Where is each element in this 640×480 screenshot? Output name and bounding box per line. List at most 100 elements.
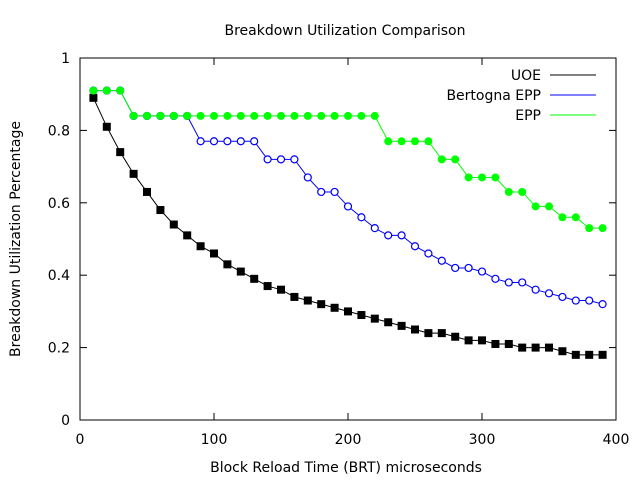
data-point [303,296,312,305]
data-point [464,173,473,182]
data-point [89,86,98,95]
data-point [518,343,527,352]
data-point [504,278,513,287]
data-point [344,111,352,120]
data-point [263,282,272,291]
data-point [196,242,205,251]
data-point [397,231,406,240]
data-point [129,169,138,178]
legend-label: UOE [511,68,541,84]
series-uoe [89,93,607,359]
data-point [411,325,419,334]
data-point [343,202,353,211]
data-point [424,249,433,258]
series-epp [89,86,607,233]
data-point [571,296,580,305]
data-point [143,187,151,196]
data-point [477,267,487,276]
data-point [411,137,419,146]
data-point [397,137,406,146]
data-point [585,224,594,233]
data-point [290,292,299,301]
data-point [250,137,259,146]
x-tick-label: 100 [201,432,228,448]
data-point [156,111,165,120]
y-axis-label: Breakdown Utilization Percentage [8,121,24,357]
data-point [571,213,580,222]
legend-label: EPP [515,108,541,124]
data-point [89,93,98,102]
data-point [276,155,286,164]
y-tick-label: 0.4 [48,268,70,284]
x-tick-label: 0 [76,432,85,448]
data-point [518,278,527,287]
data-point [183,231,192,240]
data-point [209,137,219,146]
data-point [236,111,245,120]
data-point [143,111,151,120]
data-point [424,329,433,338]
data-point [223,260,232,269]
series-line [92,97,603,356]
data-point [277,285,285,294]
axis-ticks: 0 100 200 300 400 0 0.2 0.4 0.6 0.8 1 [48,51,630,448]
data-point [504,339,513,348]
series-layer [89,86,607,359]
data-point [169,220,178,229]
data-point [223,137,232,146]
data-point [357,213,366,222]
x-tick-label: 400 [603,432,630,448]
data-point [370,314,379,323]
data-point [223,111,232,120]
legend: UOE Bertogna EPP EPP [446,68,596,124]
data-point [451,155,460,164]
data-point [585,296,594,305]
data-point [478,336,486,345]
data-point [464,263,473,273]
data-point [545,202,553,211]
x-axis-label: Block Reload Time (BRT) microseconds [210,460,482,476]
data-point [344,307,352,316]
y-tick-label: 0.6 [48,196,70,212]
data-point [585,350,594,359]
data-point [531,285,540,294]
data-point [558,347,567,356]
data-point [317,300,326,309]
data-point [384,137,393,146]
data-point [437,155,446,164]
data-point [437,256,446,265]
data-point [129,111,138,120]
data-point [330,303,339,312]
data-point [451,332,460,341]
y-tick-label: 0.2 [48,341,70,357]
x-tick-label: 300 [469,432,496,448]
data-point [544,289,554,298]
data-point [236,137,245,146]
data-point [169,111,178,120]
data-point [478,173,486,182]
data-point [410,242,420,251]
data-point [384,231,393,240]
legend-label: Bertogna EPP [446,88,541,104]
data-point [102,86,111,95]
data-point [558,213,567,222]
data-point [236,267,245,276]
data-point [210,249,218,258]
y-tick-label: 1 [61,51,70,67]
data-point [598,300,607,309]
data-point [491,339,500,348]
data-point [518,187,527,196]
data-point [317,111,326,120]
data-point [303,173,312,182]
data-point [156,206,165,215]
data-point [263,111,272,120]
data-point [491,173,500,182]
data-point [210,111,218,120]
data-point [464,336,473,345]
data-point [504,187,513,196]
y-tick-label: 0.8 [48,123,70,139]
data-point [437,329,446,338]
data-point [102,122,111,131]
data-point [370,111,379,120]
